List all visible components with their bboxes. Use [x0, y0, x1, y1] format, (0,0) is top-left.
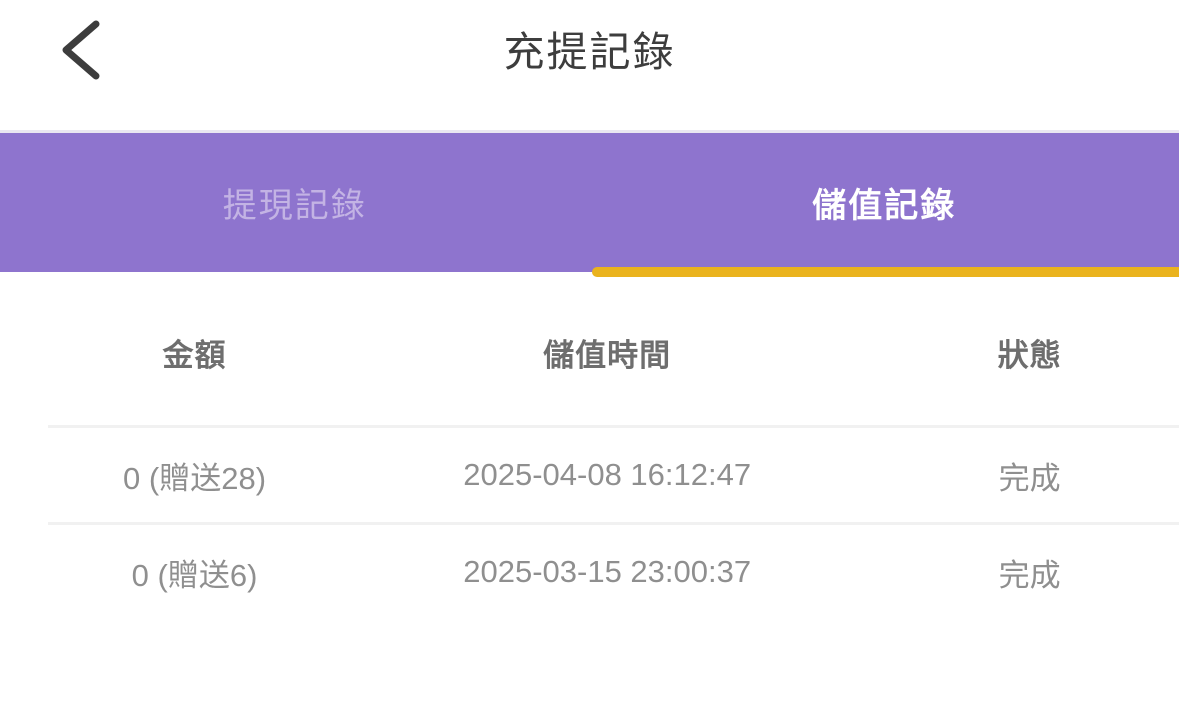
table-header-row: 金額 儲值時間 狀態: [0, 330, 1179, 375]
back-button[interactable]: [42, 10, 117, 90]
row-amount: 0 (贈送28): [123, 460, 267, 496]
row-time: 2025-04-08 16:12:47: [463, 457, 752, 492]
page-title: 充提記錄: [503, 28, 676, 75]
header: 充提記錄: [0, 0, 1179, 95]
row-status: 完成: [998, 557, 1061, 593]
tab-bar: 提現記錄 儲值記錄: [0, 130, 1179, 277]
row-status: 完成: [998, 460, 1061, 496]
column-header-time: 儲值時間: [543, 338, 672, 373]
tab-withdrawal-records-label: 提現記錄: [222, 187, 367, 225]
column-header-amount: 金額: [162, 338, 227, 373]
table-row: 0 (贈送28) 2025-04-08 16:12:47 完成: [0, 428, 1179, 522]
records-table: 金額 儲值時間 狀態 0 (贈送28) 2025-04-08 16:12:47 …: [0, 330, 1179, 619]
tab-withdrawal-records[interactable]: 提現記錄: [0, 133, 590, 272]
row-time: 2025-03-15 23:00:37: [463, 554, 752, 589]
tab-deposit-records-label: 儲值記錄: [812, 187, 957, 225]
active-tab-indicator: [591, 267, 1179, 277]
divider: [48, 425, 1179, 428]
row-amount: 0 (贈送6): [131, 557, 258, 593]
divider: [48, 522, 1179, 525]
chevron-left-icon: [62, 20, 99, 80]
table-row: 0 (贈送6) 2025-03-15 23:00:37 完成: [0, 525, 1179, 619]
column-header-status: 狀態: [997, 338, 1062, 373]
tab-deposit-records[interactable]: 儲值記錄: [590, 133, 1179, 272]
